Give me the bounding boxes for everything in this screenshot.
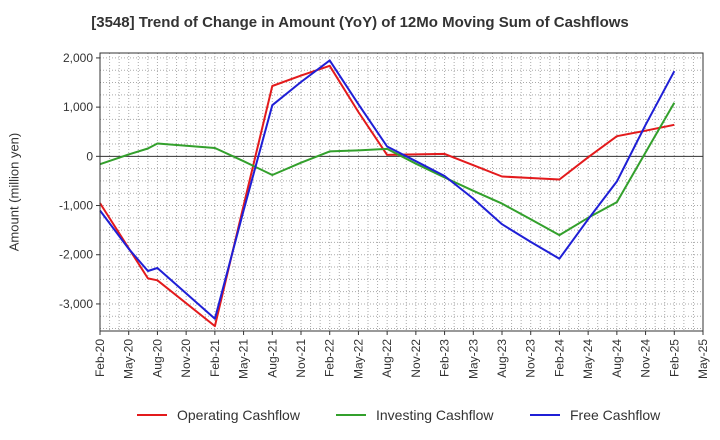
x-tick-label: May-22: [351, 339, 365, 379]
x-tick-label: Feb-24: [552, 339, 566, 377]
x-tick-label: Nov-21: [294, 339, 308, 378]
y-tick-label: 2,000: [63, 51, 93, 65]
x-tick-label: Feb-23: [438, 339, 452, 377]
x-tick-label: May-23: [466, 339, 480, 379]
x-tick-label: Aug-20: [150, 339, 164, 378]
y-tick-label: 0: [86, 149, 93, 163]
x-tick-label: Aug-22: [380, 339, 394, 378]
x-tick-label: Nov-24: [639, 339, 653, 378]
legend-item-investing: Investing Cashflow: [336, 404, 494, 426]
x-tick-label: May-21: [237, 339, 251, 379]
x-tick-label: May-20: [122, 339, 136, 379]
legend: Operating Cashflow Investing Cashflow Fr…: [0, 404, 720, 426]
x-tick-label: Aug-21: [265, 339, 279, 378]
legend-swatch-operating: [137, 414, 167, 416]
legend-label-investing: Investing Cashflow: [376, 407, 494, 423]
x-tick-label: Feb-22: [323, 339, 337, 377]
series-line-investing-cashflow: [99, 102, 676, 237]
y-tick-label: -1,000: [59, 199, 93, 213]
x-tick-label: Aug-24: [610, 339, 624, 378]
grid-lines: [100, 53, 703, 331]
x-ticks: Feb-20 May-20 Aug-20 Nov-20 Feb-21 May-21 Aug-…: [93, 331, 710, 379]
x-tick-label: Nov-20: [179, 339, 193, 378]
x-tick-label: May-25: [696, 339, 710, 379]
plot-frame: [99, 52, 704, 332]
x-tick-label: Feb-21: [208, 339, 222, 377]
y-tick-label: 1,000: [63, 100, 93, 114]
y-ticks: 2,000 1,000 0 -1,000 -2,000 -3,000: [59, 51, 100, 311]
x-tick-label: Feb-20: [93, 339, 107, 377]
legend-item-free: Free Cashflow: [530, 404, 660, 426]
series-line-free-cashflow: [99, 59, 676, 320]
series-lines: [99, 59, 676, 328]
y-tick-label: -3,000: [59, 297, 93, 311]
x-tick-label: Nov-23: [524, 339, 538, 378]
x-tick-label: Feb-25: [667, 339, 681, 377]
legend-label-free: Free Cashflow: [570, 407, 661, 423]
x-tick-label: Nov-22: [409, 339, 423, 378]
x-tick-label: Aug-23: [495, 339, 509, 378]
chart-title: [3548] Trend of Change in Amount (YoY) o…: [91, 14, 629, 31]
legend-swatch-investing: [336, 414, 366, 416]
legend-label-operating: Operating Cashflow: [177, 407, 300, 423]
y-tick-label: -2,000: [59, 248, 93, 262]
x-tick-label: May-24: [581, 339, 595, 379]
legend-item-operating: Operating Cashflow: [137, 404, 300, 426]
legend-swatch-free: [530, 414, 560, 416]
